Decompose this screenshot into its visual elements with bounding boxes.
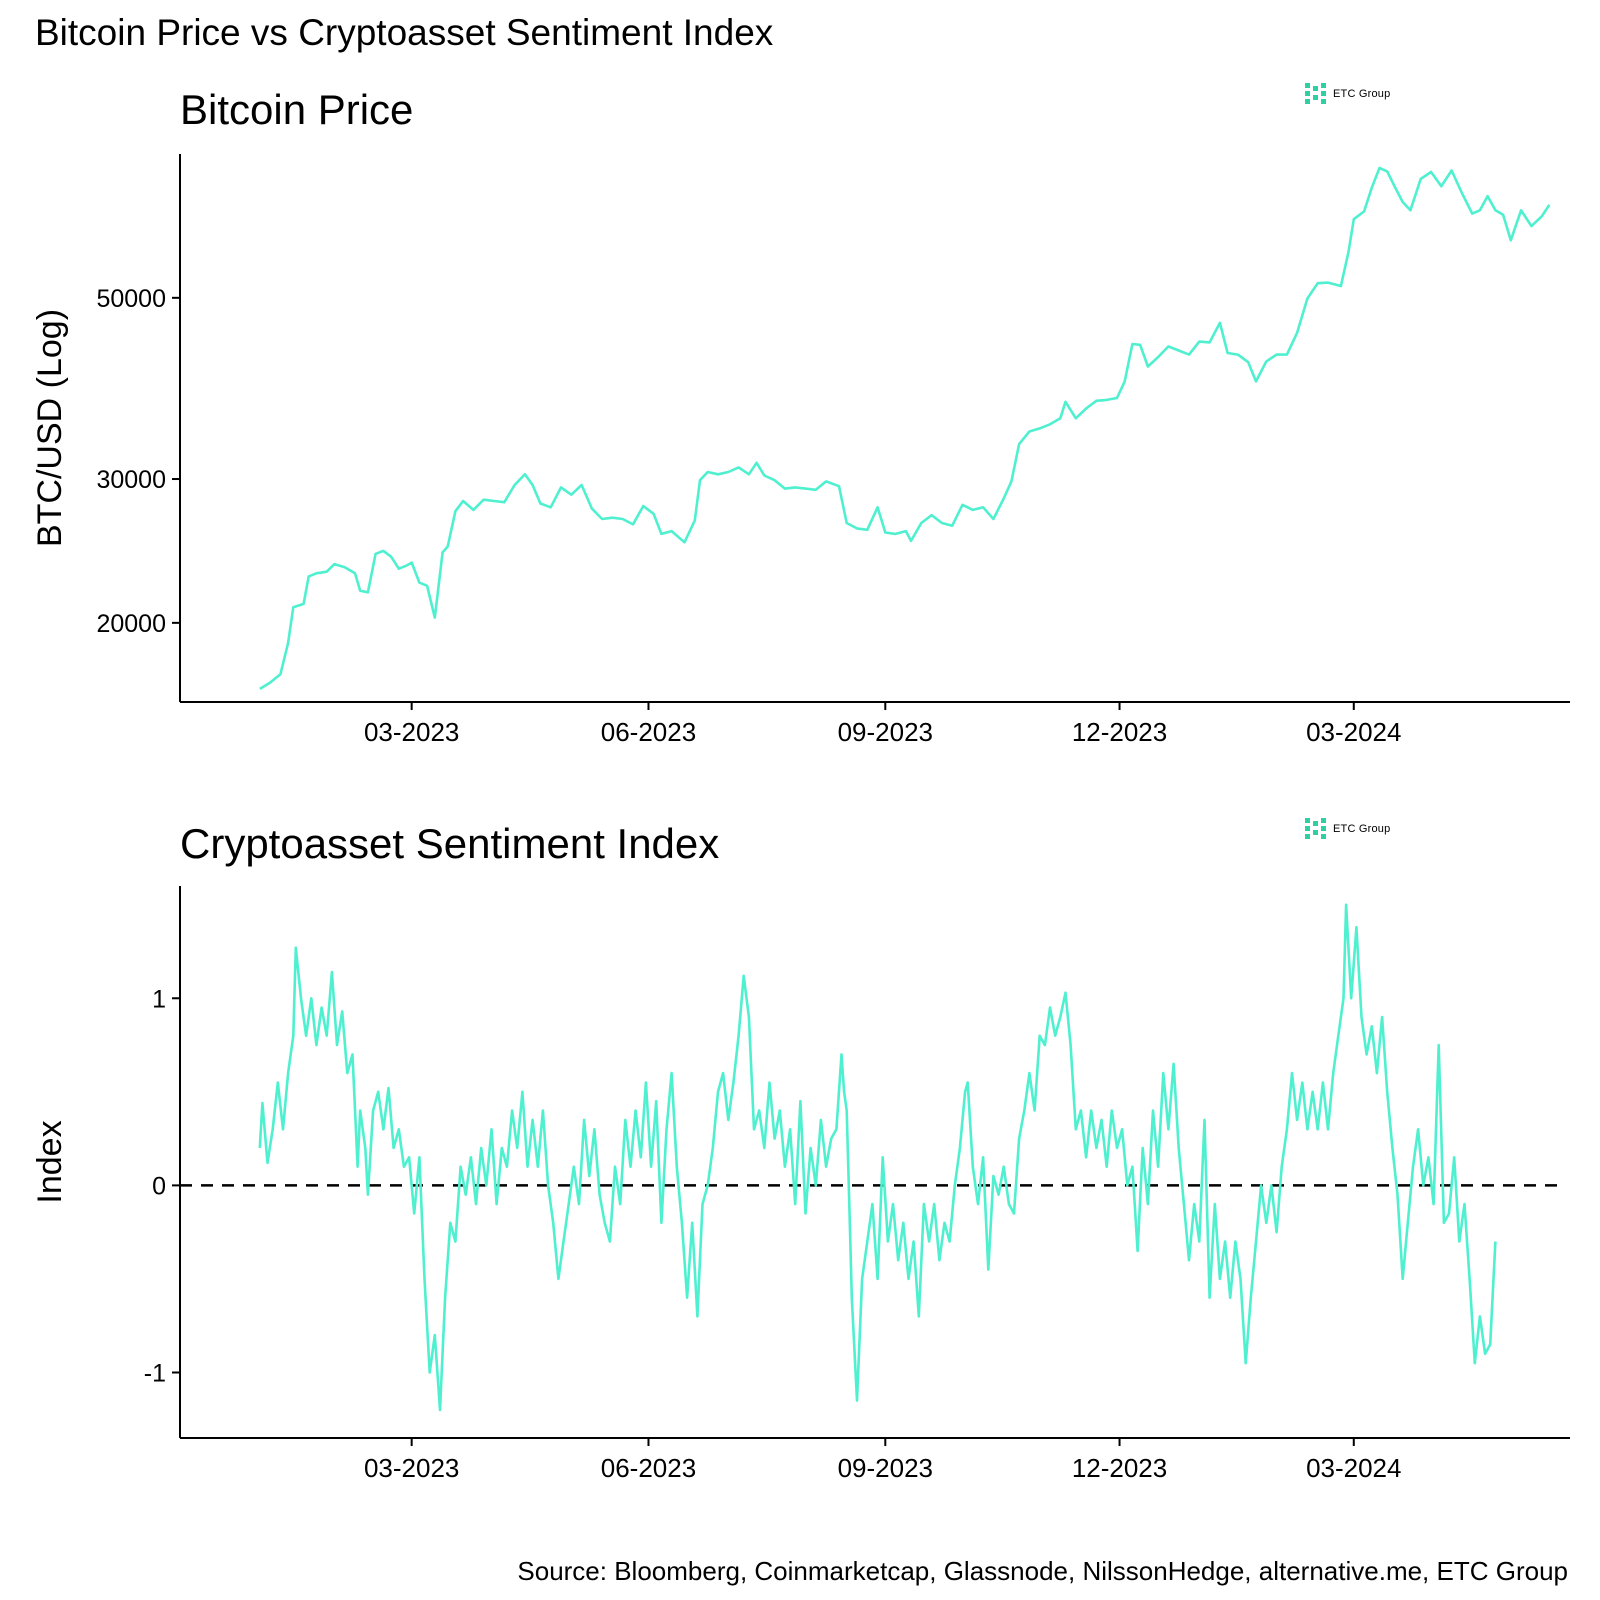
main-title: Bitcoin Price vs Cryptoasset Sentiment I… (35, 12, 774, 53)
sentiment-y-tick-label: -1 (144, 1360, 166, 1388)
etc-group-logo-mark-icon (1305, 83, 1326, 104)
price-x-tick-label: 06-2023 (601, 717, 696, 747)
etc-group-logo-mark-icon (1305, 818, 1326, 839)
sentiment-x-tick-label: 03-2024 (1306, 1453, 1401, 1483)
sentiment-x-tick-label: 06-2023 (601, 1453, 696, 1483)
sentiment-y-tick-label: 1 (152, 985, 166, 1013)
price-x-tick-label: 12-2023 (1072, 717, 1167, 747)
bitcoin-price-chart: 20000 30000 50000 03-2023 06-2023 09-2023 12-2… (31, 154, 1570, 747)
price-x-tick-label: 03-2023 (364, 717, 459, 747)
price-y-axis-label: BTC/USD (Log) (31, 309, 69, 547)
etc-group-logo-text: ETC Group (1333, 823, 1391, 835)
price-y-tick-label: 20000 (96, 610, 166, 638)
price-x-tick-label: 03-2024 (1306, 717, 1401, 747)
price-y-tick-label: 30000 (96, 466, 166, 494)
price-series-line (259, 166, 1551, 691)
sentiment-index-chart: -1 0 1 03-2023 06-2023 09-2023 12-2023 03-2024 I… (31, 886, 1570, 1483)
etc-group-logo-text: ETC Group (1333, 88, 1391, 100)
sentiment-y-axis-label: Index (31, 1120, 69, 1203)
price-panel-title: Bitcoin Price (180, 86, 414, 133)
price-x-tick-label: 09-2023 (838, 717, 933, 747)
sentiment-x-tick-label: 03-2023 (364, 1453, 459, 1483)
price-y-tick-label: 50000 (96, 285, 166, 313)
sentiment-x-tick-label: 12-2023 (1072, 1453, 1167, 1483)
etc-group-logo-2: ETC Group (1305, 818, 1390, 840)
sentiment-panel-title: Cryptoasset Sentiment Index (180, 820, 720, 867)
sentiment-y-tick-label: 0 (152, 1172, 166, 1200)
source-note: Source: Bloomberg, Coinmarketcap, Glassn… (517, 1556, 1568, 1586)
etc-group-logo: ETC Group (1305, 83, 1390, 105)
sentiment-x-tick-label: 09-2023 (838, 1453, 933, 1483)
sentiment-series-line (258, 903, 1497, 1412)
